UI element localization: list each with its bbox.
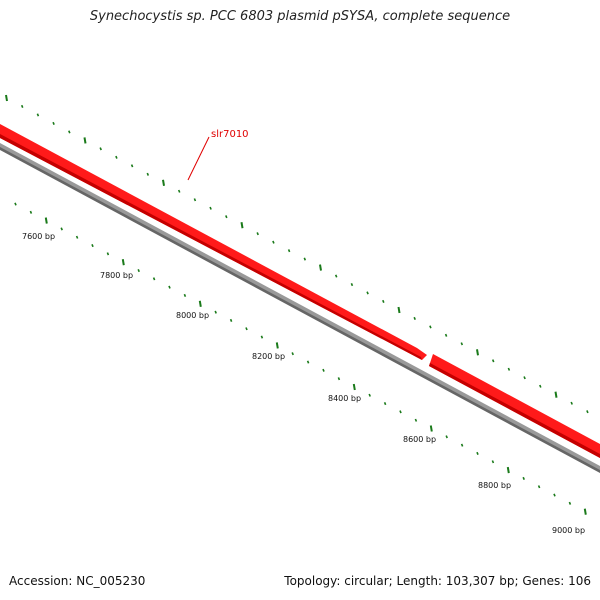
inner-tick (553, 493, 556, 497)
outer-tick (303, 257, 307, 261)
gene-label[interactable]: slr7010 (211, 129, 249, 140)
gene-arrow-1-shade (0, 134, 422, 360)
inner-tick (506, 466, 510, 474)
outer-tick (83, 137, 87, 144)
outer-tick (209, 206, 212, 210)
inner-tick (275, 342, 279, 349)
outer-tick (429, 325, 432, 329)
outer-tick (256, 232, 259, 236)
scale-label-8200: 8200 bp (252, 352, 285, 361)
inner-tick (168, 285, 171, 289)
scale-label-8800: 8800 bp (478, 481, 511, 490)
inner-tick (368, 393, 371, 397)
outer-tick (99, 147, 102, 151)
outer-tick (5, 94, 8, 102)
inner-tick (352, 383, 356, 391)
scale-label-8600: 8600 bp (403, 435, 436, 444)
outer-tick (554, 391, 558, 398)
scale-label-9000: 9000 bp (552, 526, 585, 535)
inner-tick (383, 402, 387, 406)
gene-arrow-1[interactable] (0, 124, 427, 360)
accession-text: Accession: NC_005230 (9, 574, 146, 588)
scale-label-8400: 8400 bp (328, 394, 361, 403)
inner-tick (568, 501, 572, 505)
inner-tick (399, 410, 402, 414)
inner-tick (522, 476, 525, 480)
gene-arrow-2-shade (429, 363, 600, 458)
inner-tick (229, 318, 233, 322)
outer-tick (287, 249, 291, 253)
outer-tick (507, 367, 511, 371)
inner-tick (260, 335, 264, 339)
inner-tick (183, 293, 187, 297)
inner-tick (460, 443, 464, 447)
inner-tick (91, 244, 94, 248)
inner-tick (14, 202, 17, 206)
inner-tick (245, 327, 248, 331)
inner-tick (60, 227, 63, 231)
inner-tick (44, 217, 48, 224)
outer-tick (130, 164, 134, 168)
outer-tick (20, 104, 24, 108)
outer-tick (115, 155, 118, 159)
scale-label-7600: 7600 bp (22, 232, 55, 241)
outer-tick (272, 240, 275, 244)
backbone-line (0, 143, 600, 471)
outer-tick (491, 359, 495, 363)
backbone-line-shadow (0, 147, 600, 473)
outer-tick (350, 283, 354, 287)
outer-tick (397, 306, 401, 314)
map-title: Synechocystis sp. PCC 6803 plasmid pSYSA… (89, 9, 511, 24)
gene-label-line (187, 136, 210, 181)
inner-tick-row (14, 202, 587, 515)
inner-tick (106, 252, 110, 256)
outer-tick (146, 172, 150, 176)
outer-tick (382, 299, 385, 303)
outer-tick (36, 113, 40, 117)
inner-tick (445, 435, 448, 439)
outer-tick (177, 189, 181, 193)
outer-tick (476, 349, 479, 356)
scale-label-7800: 7800 bp (100, 271, 133, 280)
inner-tick (429, 425, 433, 432)
outer-tick (162, 179, 165, 186)
inner-tick (322, 368, 325, 372)
outer-tick (193, 198, 197, 202)
outer-tick (68, 130, 71, 134)
inner-tick (214, 310, 217, 314)
outer-tick (52, 121, 55, 125)
scale-label-8000: 8000 bp (176, 311, 209, 320)
outer-tick (240, 222, 244, 229)
outer-tick (523, 376, 526, 380)
outer-tick (460, 342, 464, 346)
inner-tick (291, 352, 294, 356)
outer-tick (334, 274, 338, 278)
outer-tick (444, 333, 448, 337)
outer-tick (570, 401, 573, 405)
inner-tick (476, 451, 479, 455)
outer-tick (413, 316, 416, 320)
outer-tick (319, 264, 322, 271)
inner-tick (337, 377, 341, 381)
inner-tick (137, 269, 140, 273)
outer-tick (225, 215, 228, 219)
inner-tick (306, 360, 310, 364)
inner-tick (537, 485, 541, 489)
inner-tick (121, 259, 125, 266)
outer-tick (539, 384, 542, 388)
outer-tick-row (5, 94, 589, 414)
outer-tick (366, 291, 369, 295)
inner-tick (414, 418, 418, 422)
summary-text: Topology: circular; Length: 103,307 bp; … (284, 574, 591, 588)
inner-tick (152, 277, 156, 281)
inner-tick (29, 210, 33, 214)
inner-tick (583, 508, 587, 515)
inner-tick (198, 300, 202, 307)
outer-tick (586, 410, 589, 414)
inner-tick (75, 235, 79, 239)
inner-tick (491, 460, 495, 464)
